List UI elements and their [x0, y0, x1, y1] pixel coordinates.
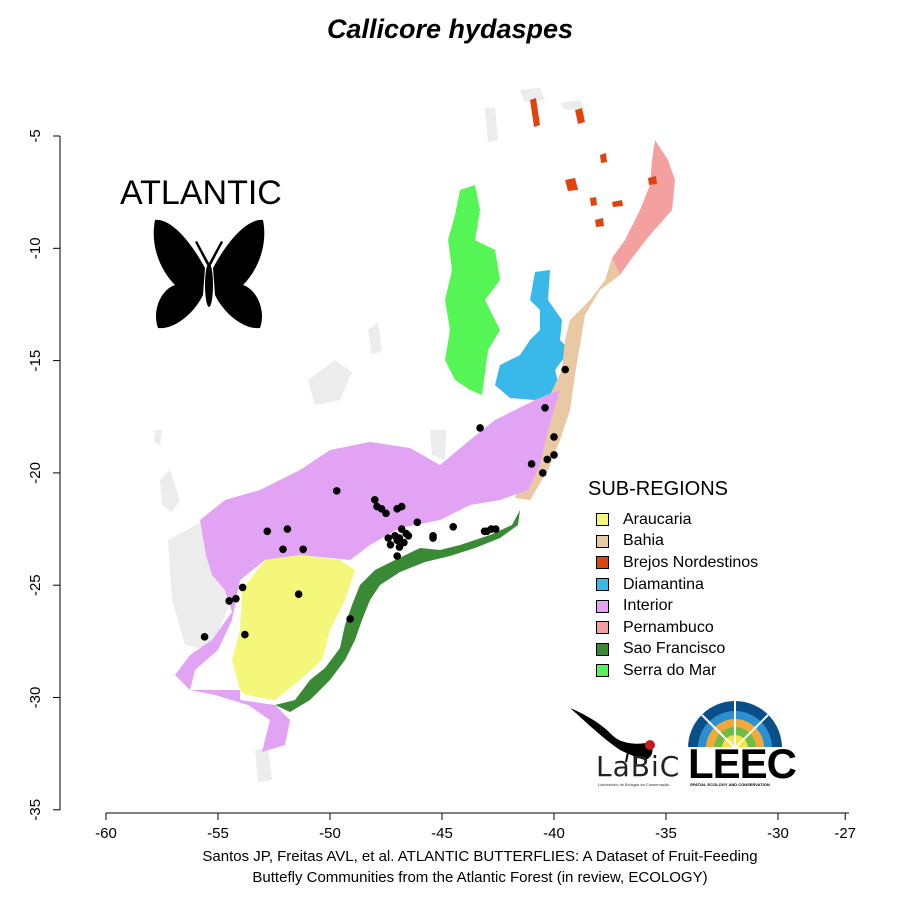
legend-item: Brejos Nordestinos [588, 552, 758, 574]
occurrence-point [402, 529, 410, 538]
occurrence-point [543, 455, 552, 464]
region-diamantina [495, 270, 570, 400]
legend-title: SUB-REGIONS [588, 478, 729, 500]
legend-item: Serra do Mar [588, 660, 758, 682]
legend-swatch [596, 578, 609, 592]
occurrence-point [429, 531, 437, 540]
region-bahia [515, 258, 620, 500]
x-tick-label: -27 [834, 825, 856, 842]
x-tick-label: -40 [543, 825, 565, 842]
occurrence-point [476, 424, 484, 432]
region-brejos-nordestinos [530, 98, 657, 227]
legend-label: Diamantina [623, 575, 704, 593]
occurrence-point [279, 545, 287, 554]
x-tick-label: -60 [95, 825, 117, 842]
occurrence-point [393, 552, 402, 560]
legend-item: Bahia [588, 531, 758, 553]
citation: Santos JP, Freitas AVL, et al. ATLANTIC … [0, 846, 900, 888]
labic-logo-subtitle: Laboratório de Biologia da Conservação [598, 782, 670, 787]
legend-swatch [596, 621, 609, 635]
occurrence-point [299, 545, 307, 554]
occurrence-point [527, 460, 536, 468]
occurrence-point [263, 527, 272, 536]
legend-swatch [596, 664, 609, 678]
labic-bird-logo [570, 708, 655, 764]
legend-swatch [596, 642, 609, 656]
occurrence-point [294, 590, 303, 598]
leec-sun-logo [688, 701, 782, 749]
leec-logo-text: LEEC [688, 740, 797, 787]
legend-label: Interior [623, 597, 673, 615]
occurrence-point [283, 525, 292, 533]
y-tick-label: -30 [27, 687, 44, 709]
occurrence-point [395, 543, 404, 551]
y-tick-label: -25 [27, 574, 44, 596]
legend-swatch [596, 556, 609, 570]
butterfly-icon [153, 219, 265, 329]
region-pernambuco [612, 140, 675, 275]
y-tick-label: -5 [27, 129, 44, 142]
legend: SUB-REGIONS Araucaria Bahia Brejos Nordest… [588, 478, 758, 682]
occurrence-point [539, 469, 547, 477]
occurrence-point [346, 615, 354, 623]
occurrence-point [393, 536, 402, 545]
region-araucaria [232, 555, 355, 700]
legend-label: Bahia [623, 532, 664, 550]
y-tick-label: -20 [27, 462, 44, 484]
legend-label: Araucaria [623, 510, 692, 528]
legend-label: Pernambuco [623, 618, 714, 636]
y-tick-label: -15 [27, 350, 44, 372]
region-serra-do-mar [445, 185, 500, 395]
occurrence-point [413, 518, 422, 527]
legend-items: Araucaria Bahia Brejos Nordestinos Diamanti… [588, 509, 758, 682]
occurrence-point [371, 496, 379, 504]
legend-swatch [596, 534, 609, 548]
occurrence-point [200, 633, 209, 641]
x-tick-label: -55 [207, 825, 229, 842]
citation-line-1: Santos JP, Freitas AVL, et al. ATLANTIC … [202, 848, 758, 865]
occurrence-point [397, 502, 406, 511]
occurrence-point [491, 525, 500, 533]
y-tick-label: -35 [27, 799, 44, 821]
region-interior [175, 390, 560, 752]
x-tick-label: -35 [655, 825, 677, 842]
occurrence-point [550, 451, 558, 459]
legend-item: Diamantina [588, 574, 758, 596]
atlantic-badge-text: ATLANTIC [120, 174, 282, 212]
occurrence-point [561, 365, 569, 374]
y-tick-label: -10 [27, 237, 44, 259]
occurrence-point [241, 630, 249, 639]
x-axis-ticks: -60 -55 -50 -45 -40 -35 -30 -27 [95, 813, 856, 842]
occurrence-point [386, 540, 395, 549]
x-tick-label: -45 [431, 825, 453, 842]
labic-logo-text: LaBiC [596, 750, 681, 783]
x-tick-label: -50 [319, 825, 341, 842]
legend-item: Pernambuco [588, 617, 758, 639]
occurrence-points [200, 365, 569, 641]
occurrence-point [332, 487, 341, 495]
legend-swatch [596, 513, 609, 527]
legend-swatch [596, 599, 609, 613]
occurrence-point [449, 523, 458, 531]
legend-item: Interior [588, 595, 758, 617]
occurrence-point [225, 597, 233, 605]
leec-logo-subtitle: SPATIAL ECOLOGY AND CONSERVATION [690, 782, 770, 787]
citation-line-2: Buttefly Communities from the Atlantic F… [252, 869, 708, 886]
map-title: Callicore hydaspes [326, 14, 574, 44]
legend-item: Sao Francisco [588, 639, 758, 661]
y-axis-ticks: -5 -10 -15 -20 -25 -30 -35 [27, 129, 60, 821]
occurrence-point [232, 594, 240, 603]
legend-label: Brejos Nordestinos [623, 553, 759, 571]
occurrence-point [238, 583, 247, 592]
occurrence-point [541, 403, 549, 412]
occurrence-point [384, 534, 393, 542]
legend-label: Sao Francisco [623, 640, 726, 658]
x-tick-label: -30 [767, 825, 789, 842]
occurrence-point [377, 505, 386, 513]
occurrence-point [550, 433, 558, 441]
legend-label: Serra do Mar [623, 661, 717, 679]
region-sao-francisco [275, 510, 520, 712]
legend-item: Araucaria [588, 509, 758, 531]
